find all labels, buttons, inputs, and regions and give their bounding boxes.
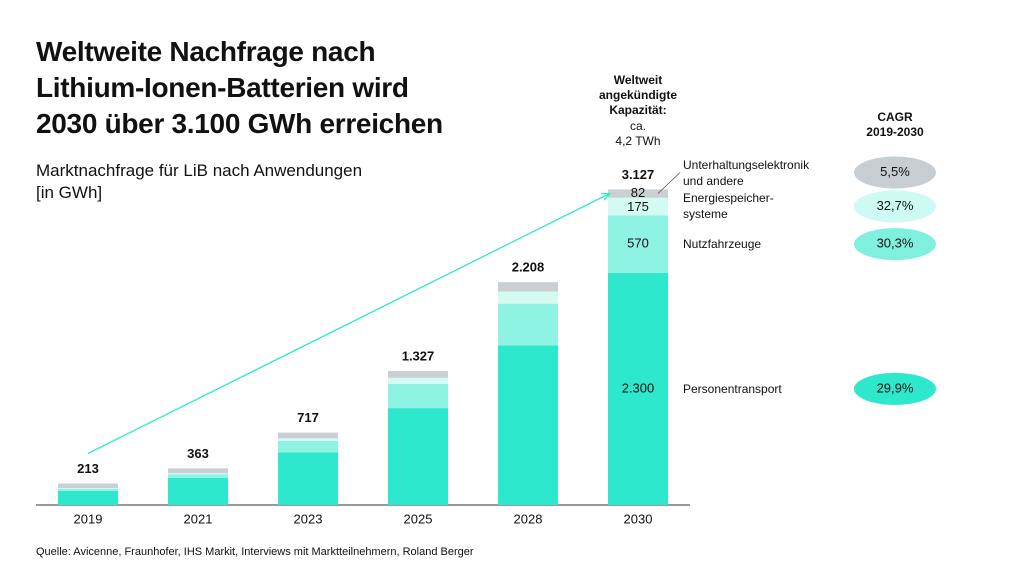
cagr-label: 5,5% bbox=[880, 164, 910, 179]
legend-label: Unterhaltungselektronik und andere bbox=[683, 157, 810, 188]
bar-segment bbox=[58, 483, 118, 489]
bar-segment bbox=[278, 432, 338, 439]
bar-segment bbox=[498, 291, 558, 304]
total-label: 2.208 bbox=[512, 260, 545, 275]
segment-label: 82 bbox=[631, 185, 645, 200]
x-tick-label: 2028 bbox=[514, 511, 543, 526]
total-label: 3.127 bbox=[622, 167, 655, 182]
bar-segment bbox=[58, 488, 118, 489]
cagr-badge bbox=[854, 372, 936, 405]
bar-segment bbox=[58, 490, 118, 505]
legend-label: Personentransport bbox=[683, 381, 782, 396]
bar-segment bbox=[168, 473, 228, 475]
x-tick-label: 2021 bbox=[184, 511, 213, 526]
x-tick-label: 2025 bbox=[404, 511, 433, 526]
annotation-text: ca. 4,2 TWh bbox=[615, 119, 661, 148]
total-label: 1.327 bbox=[402, 348, 435, 363]
arrow-head bbox=[600, 192, 611, 201]
bar-segment bbox=[168, 468, 228, 474]
total-label: 213 bbox=[77, 461, 99, 476]
cagr-badge bbox=[854, 228, 936, 261]
subtitle: Marktnachfrage für LiB nach Anwendungen … bbox=[36, 161, 363, 202]
bar-segment bbox=[608, 197, 668, 216]
total-label: 363 bbox=[187, 446, 209, 461]
bar-segment bbox=[278, 440, 338, 453]
total-label: 717 bbox=[297, 410, 319, 425]
chart-title: Weltweite Nachfrage nach Lithium-Ionen-B… bbox=[36, 36, 443, 139]
bar-segment bbox=[498, 303, 558, 346]
bar-segment bbox=[168, 477, 228, 505]
bar-segment bbox=[388, 377, 448, 384]
segment-label: 570 bbox=[627, 236, 649, 251]
x-tick-label: 2023 bbox=[294, 511, 323, 526]
annotation-heading: Weltweit angekündigte Kapazität: bbox=[598, 73, 677, 117]
x-tick-label: 2019 bbox=[74, 511, 103, 526]
bar-segment bbox=[278, 452, 338, 505]
bar-segment bbox=[168, 474, 228, 478]
cagr-title: CAGR 2019-2030 bbox=[866, 110, 924, 139]
cagr-label: 30,3% bbox=[877, 236, 914, 251]
legend-label: Energiespeicher- systeme bbox=[683, 191, 774, 222]
bar-segment bbox=[498, 345, 558, 505]
segment-label: 175 bbox=[627, 199, 649, 214]
cagr-badge bbox=[854, 156, 936, 189]
bar-segment bbox=[388, 383, 448, 409]
bar-segment bbox=[388, 371, 448, 378]
bar-segment bbox=[498, 282, 558, 292]
legend-label: Nutzfahrzeuge bbox=[683, 237, 762, 252]
cagr-label: 32,7% bbox=[877, 198, 914, 213]
trend-arrow bbox=[87, 192, 611, 455]
x-tick-label: 2030 bbox=[624, 511, 653, 526]
bar-segment bbox=[608, 189, 668, 198]
segment-label: 2.300 bbox=[622, 380, 655, 395]
cagr-badge bbox=[854, 190, 936, 223]
cagr-label: 29,9% bbox=[877, 380, 914, 395]
source: Quelle: Avicenne, Fraunhofer, IHS Markit… bbox=[36, 546, 474, 558]
bar-segment bbox=[388, 408, 448, 505]
leader-line bbox=[657, 172, 681, 194]
bar-segment bbox=[278, 438, 338, 441]
bar-segment bbox=[608, 215, 668, 273]
bar-segment bbox=[58, 488, 118, 491]
bar-segment bbox=[608, 272, 668, 505]
